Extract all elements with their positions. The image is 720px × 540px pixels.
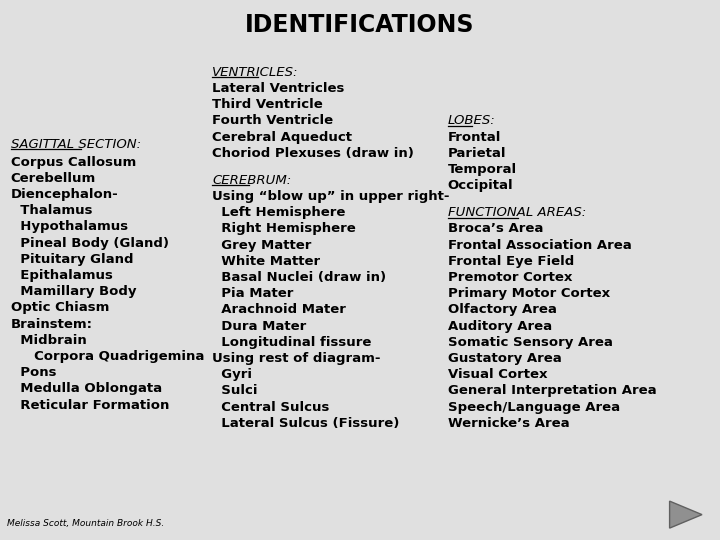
Text: Dura Mater: Dura Mater (212, 320, 307, 333)
Text: Cerebral Aqueduct: Cerebral Aqueduct (212, 131, 352, 144)
Text: Parietal: Parietal (448, 147, 506, 160)
Text: Melissa Scott, Mountain Brook H.S.: Melissa Scott, Mountain Brook H.S. (7, 519, 164, 528)
Text: CEREBRUM:: CEREBRUM: (212, 174, 292, 187)
Text: Primary Motor Cortex: Primary Motor Cortex (448, 287, 610, 300)
Text: Pituitary Gland: Pituitary Gland (11, 253, 133, 266)
Text: Wernicke’s Area: Wernicke’s Area (448, 417, 570, 430)
Text: General Interpretation Area: General Interpretation Area (448, 384, 657, 397)
Text: Using rest of diagram-: Using rest of diagram- (212, 352, 381, 365)
Text: Frontal Eye Field: Frontal Eye Field (448, 255, 574, 268)
Text: Choriod Plexuses (draw in): Choriod Plexuses (draw in) (212, 147, 414, 160)
Text: Lateral Ventricles: Lateral Ventricles (212, 82, 345, 95)
Text: Occipital: Occipital (448, 179, 513, 192)
Text: Sulci: Sulci (212, 384, 258, 397)
Text: FUNCTIONAL AREAS:: FUNCTIONAL AREAS: (448, 206, 586, 219)
Text: Pons: Pons (11, 366, 56, 379)
Text: Gyri: Gyri (212, 368, 253, 381)
Text: Midbrain: Midbrain (11, 334, 86, 347)
Text: Epithalamus: Epithalamus (11, 269, 112, 282)
Text: Frontal: Frontal (448, 131, 501, 144)
Text: Thalamus: Thalamus (11, 204, 92, 217)
Polygon shape (670, 501, 702, 528)
Text: White Matter: White Matter (212, 255, 320, 268)
Text: Brainstem:: Brainstem: (11, 318, 93, 330)
Text: Left Hemisphere: Left Hemisphere (212, 206, 346, 219)
Text: Reticular Formation: Reticular Formation (11, 399, 169, 411)
Text: Medulla Oblongata: Medulla Oblongata (11, 382, 162, 395)
Text: Basal Nuclei (draw in): Basal Nuclei (draw in) (212, 271, 387, 284)
Text: VENTRICLES:: VENTRICLES: (212, 66, 299, 79)
Text: LOBES:: LOBES: (448, 114, 495, 127)
Text: Diencephalon-: Diencephalon- (11, 188, 119, 201)
Text: Hypothalamus: Hypothalamus (11, 220, 128, 233)
Text: Corpora Quadrigemina: Corpora Quadrigemina (11, 350, 204, 363)
Text: Corpus Callosum: Corpus Callosum (11, 156, 136, 168)
Text: Temporal: Temporal (448, 163, 517, 176)
Text: Olfactory Area: Olfactory Area (448, 303, 557, 316)
Text: SAGITTAL SECTION:: SAGITTAL SECTION: (11, 138, 141, 151)
Text: IDENTIFICATIONS: IDENTIFICATIONS (246, 14, 474, 37)
Text: Auditory Area: Auditory Area (448, 320, 552, 333)
Text: Mamillary Body: Mamillary Body (11, 285, 136, 298)
Text: Pia Mater: Pia Mater (212, 287, 294, 300)
Text: Visual Cortex: Visual Cortex (448, 368, 547, 381)
Text: Premotor Cortex: Premotor Cortex (448, 271, 572, 284)
Text: Arachnoid Mater: Arachnoid Mater (212, 303, 346, 316)
Text: Frontal Association Area: Frontal Association Area (448, 239, 631, 252)
Text: Pineal Body (Gland): Pineal Body (Gland) (11, 237, 168, 249)
Text: Speech/Language Area: Speech/Language Area (448, 401, 620, 414)
Text: Lateral Sulcus (Fissure): Lateral Sulcus (Fissure) (212, 417, 400, 430)
Text: Optic Chiasm: Optic Chiasm (11, 301, 109, 314)
Text: Broca’s Area: Broca’s Area (448, 222, 543, 235)
Text: Right Hemisphere: Right Hemisphere (212, 222, 356, 235)
Text: Gustatory Area: Gustatory Area (448, 352, 562, 365)
Text: Fourth Ventricle: Fourth Ventricle (212, 114, 333, 127)
Text: Third Ventricle: Third Ventricle (212, 98, 323, 111)
Text: Somatic Sensory Area: Somatic Sensory Area (448, 336, 613, 349)
Text: Grey Matter: Grey Matter (212, 239, 312, 252)
Text: Longitudinal fissure: Longitudinal fissure (212, 336, 372, 349)
Text: Central Sulcus: Central Sulcus (212, 401, 330, 414)
Text: Using “blow up” in upper right-: Using “blow up” in upper right- (212, 190, 450, 203)
Text: Cerebellum: Cerebellum (11, 172, 96, 185)
